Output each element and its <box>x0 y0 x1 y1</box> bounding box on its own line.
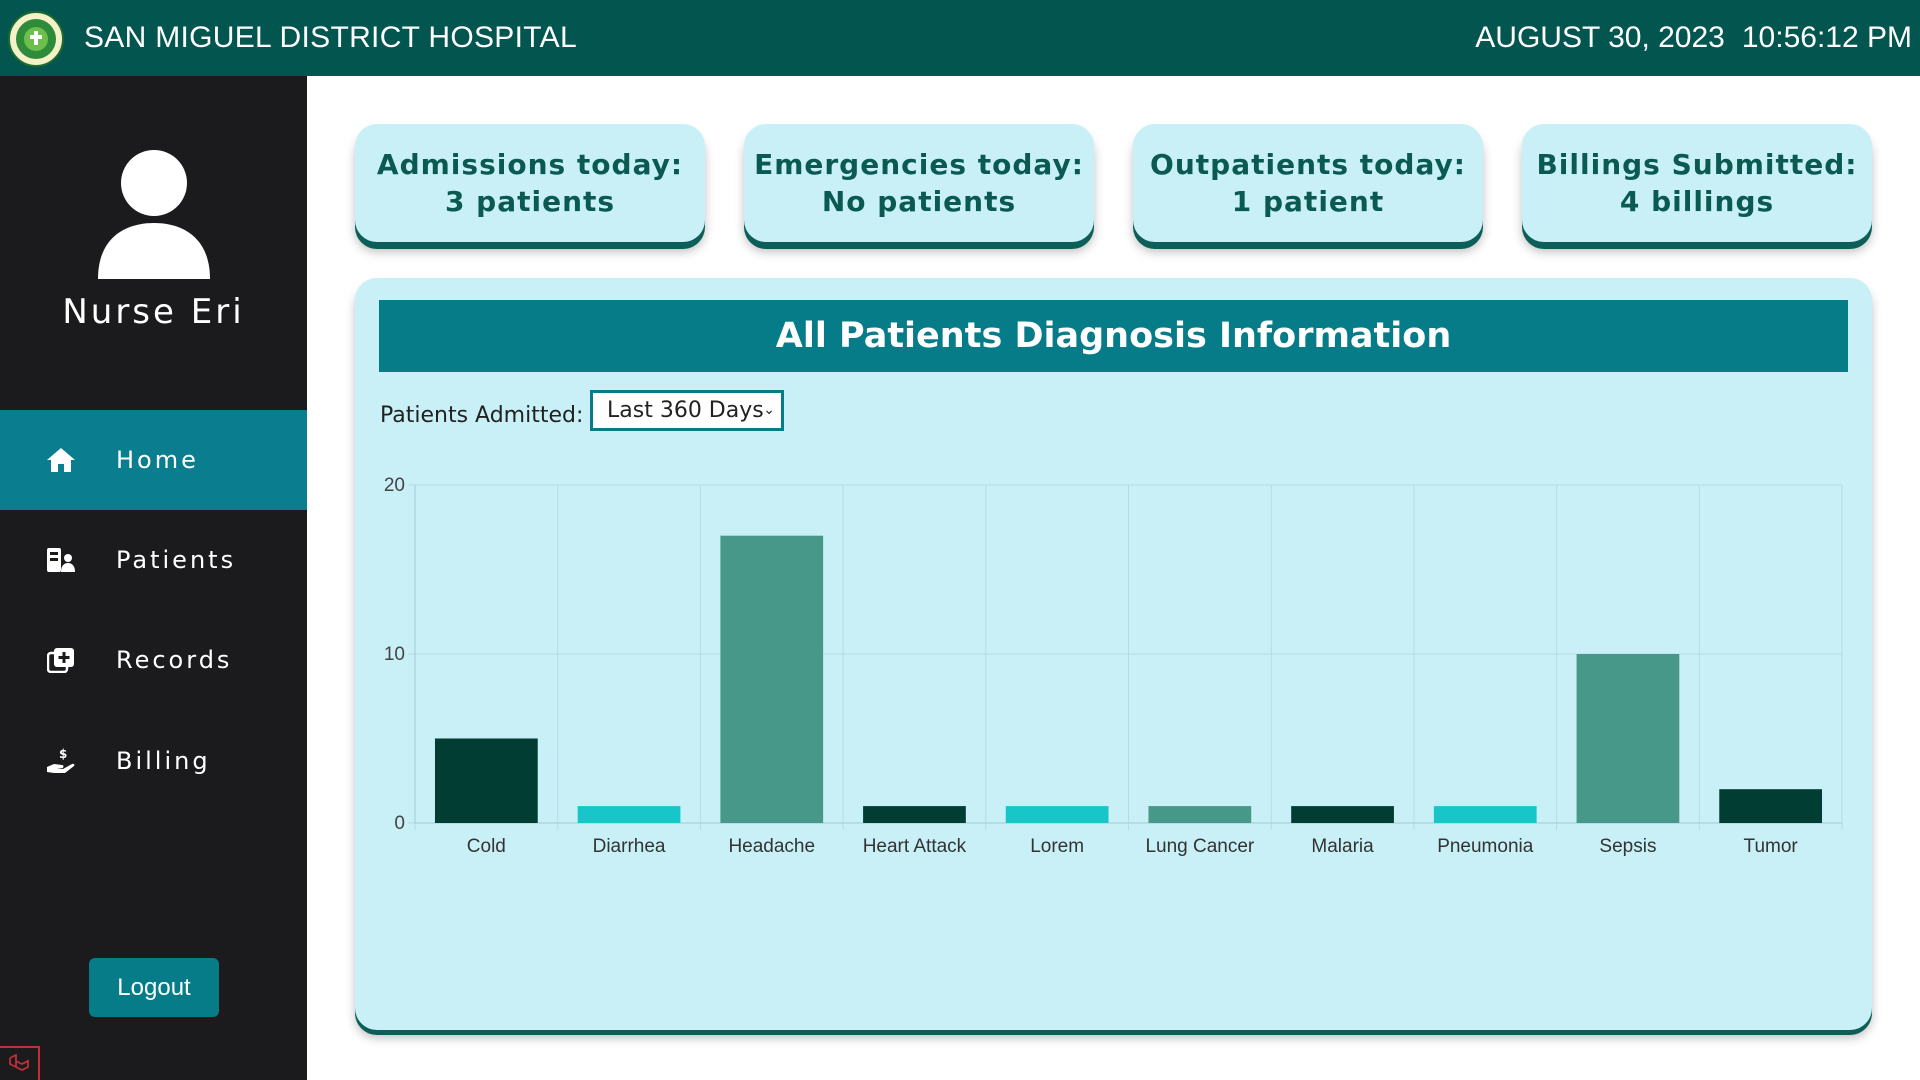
admitted-range-select[interactable]: Last 360 Days ⌄ <box>590 390 784 431</box>
hospital-name: SAN MIGUEL DISTRICT HOSPITAL <box>84 21 577 54</box>
sidebar-item-records[interactable]: Records <box>0 610 307 710</box>
billing-icon: $ <box>46 746 76 776</box>
chevron-down-icon: ⌄ <box>763 402 775 418</box>
x-tick-label: Heart Attack <box>863 836 967 857</box>
sidebar: Nurse Eri Home Patients Records $ Billin… <box>0 76 307 1080</box>
sidebar-item-label: Billing <box>116 747 211 775</box>
current-datetime: AUGUST 30, 2023 10:56:12 PM <box>1475 0 1912 76</box>
card-title: Billings Submitted: <box>1536 148 1858 181</box>
logout-button[interactable]: Logout <box>89 958 219 1017</box>
x-tick-label: Diarrhea <box>593 836 666 857</box>
sidebar-item-patients[interactable]: Patients <box>0 510 307 610</box>
sidebar-item-label: Home <box>116 446 199 474</box>
x-tick-label: Sepsis <box>1599 836 1656 857</box>
card-value: 3 patients <box>444 185 616 218</box>
select-value: Last 360 Days <box>607 398 764 423</box>
sidebar-item-label: Patients <box>116 546 237 574</box>
stat-card-outpatients: Outpatients today: 1 patient <box>1133 124 1483 242</box>
bar-tumor <box>1719 789 1823 823</box>
home-icon <box>46 445 76 475</box>
x-tick-label: Lorem <box>1030 836 1084 857</box>
x-tick-label: Pneumonia <box>1437 836 1534 857</box>
panel-title: All Patients Diagnosis Information <box>379 300 1848 372</box>
y-tick-label: 20 <box>384 475 405 496</box>
top-header: SAN MIGUEL DISTRICT HOSPITAL AUGUST 30, … <box>0 0 1920 76</box>
bar-headache <box>720 535 824 823</box>
x-tick-label: Lung Cancer <box>1145 836 1254 857</box>
diagnosis-bar-chart: 0 10 20 Cold Diarrhea Headache Heart Attack Lor… <box>384 475 1843 857</box>
x-tick-label: Tumor <box>1744 836 1799 857</box>
card-value: 1 patient <box>1231 185 1385 218</box>
bar-pneumonia <box>1433 806 1537 823</box>
y-tick-label: 10 <box>384 644 405 665</box>
hospital-seal-icon <box>8 11 64 67</box>
card-value: No patients <box>821 185 1017 218</box>
laravel-icon <box>9 1054 29 1072</box>
records-icon <box>46 645 76 675</box>
bar-lung-cancer <box>1148 806 1252 823</box>
bar-lorem <box>1005 806 1109 823</box>
framework-badge[interactable] <box>0 1046 40 1080</box>
card-value: 4 billings <box>1619 185 1775 218</box>
bar-diarrhea <box>577 806 681 823</box>
card-title: Outpatients today: <box>1150 148 1466 181</box>
current-date: AUGUST 30, 2023 <box>1475 21 1725 54</box>
current-time: 10:56:12 PM <box>1741 21 1912 54</box>
bar-sepsis <box>1576 654 1680 823</box>
stat-card-billings: Billings Submitted: 4 billings <box>1522 124 1872 242</box>
x-tick-label: Cold <box>467 836 506 857</box>
user-name: Nurse Eri <box>62 292 245 332</box>
y-tick-label: 0 <box>394 813 405 834</box>
stat-card-emergencies: Emergencies today: No patients <box>744 124 1094 242</box>
sidebar-item-billing[interactable]: $ Billing <box>0 711 307 811</box>
bar-malaria <box>1291 806 1394 823</box>
user-avatar-icon <box>98 150 210 279</box>
card-title: Emergencies today: <box>754 148 1084 181</box>
bar-heart-attack <box>863 806 966 823</box>
sidebar-item-home[interactable]: Home <box>0 410 307 510</box>
x-tick-label: Malaria <box>1311 836 1374 857</box>
svg-text:$: $ <box>59 747 67 761</box>
filter-label: Patients Admitted: <box>380 403 584 428</box>
diagnosis-panel: All Patients Diagnosis Information Patie… <box>355 278 1872 1030</box>
bar-cold <box>434 738 538 823</box>
patients-icon <box>46 545 76 575</box>
card-title: Admissions today: <box>376 148 684 181</box>
stat-card-admissions: Admissions today: 3 patients <box>355 124 705 242</box>
x-tick-label: Headache <box>728 836 815 857</box>
sidebar-item-label: Records <box>116 646 233 674</box>
